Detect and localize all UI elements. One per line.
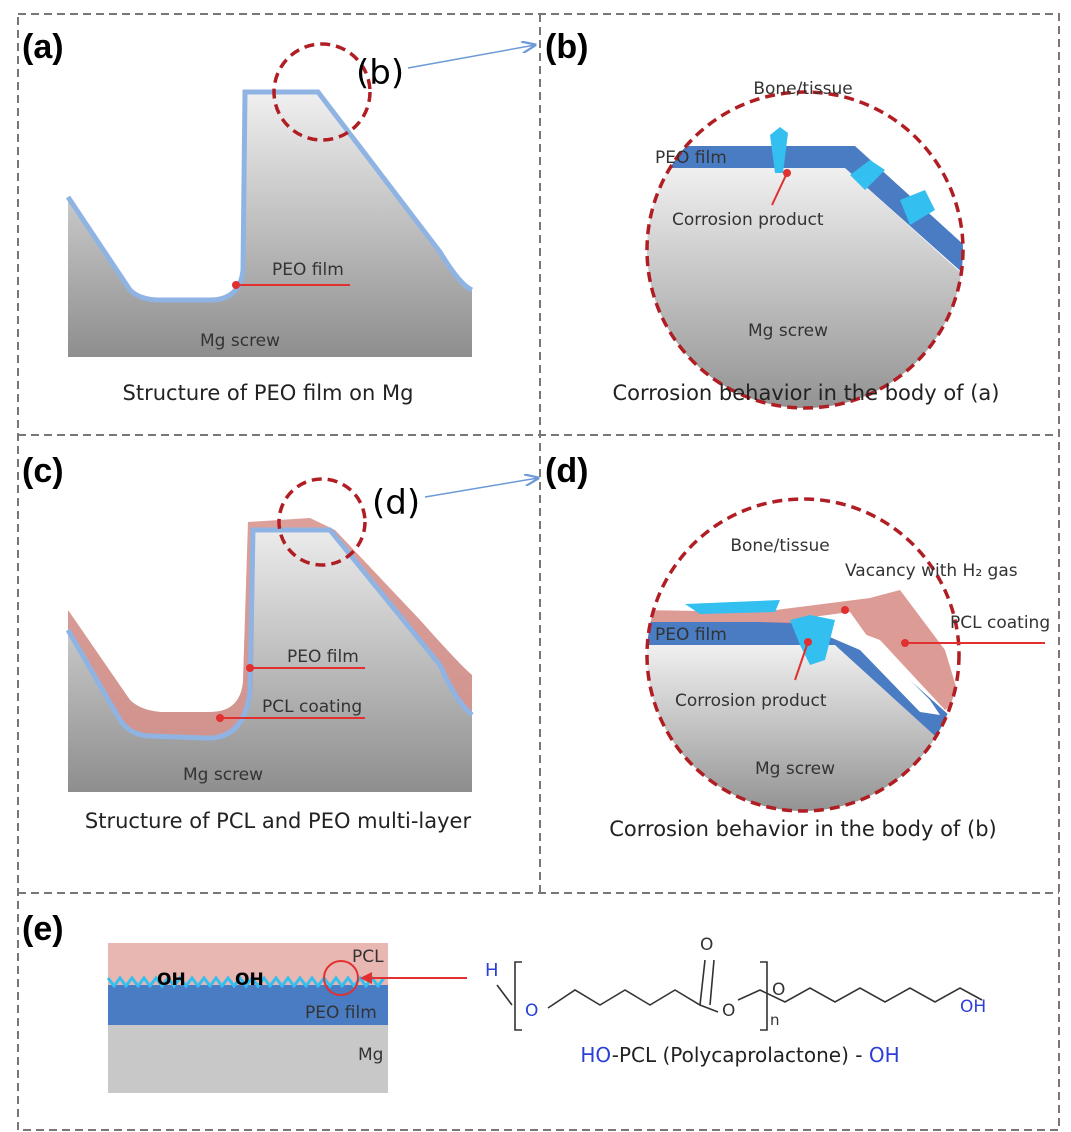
- atom: H: [485, 960, 499, 981]
- end-group: OH: [869, 1043, 900, 1067]
- panel-a: (a) (b) PEO film Mg screw Structure of P…: [22, 28, 535, 405]
- film-label: PEO film: [655, 625, 727, 645]
- vacancy-label: Vacancy with H₂ gas: [845, 561, 1018, 581]
- environment-label: Bone/tissue: [730, 536, 829, 556]
- caption: Structure of PCL and PEO multi-layer: [85, 809, 472, 833]
- film-label: PEO film: [287, 647, 359, 667]
- pointer-dot: [901, 639, 909, 647]
- panel-label: (d): [545, 452, 588, 490]
- arrow: [425, 478, 538, 497]
- atom: O: [772, 980, 785, 1000]
- caption: Corrosion behavior in the body of (a): [613, 381, 1000, 405]
- substrate-label: Mg screw: [748, 321, 828, 341]
- panel-d: (d) Bone/tissue Vacancy with H₂ gas PCL …: [545, 452, 1050, 841]
- substrate-label: Mg screw: [200, 331, 280, 351]
- atom: O: [525, 1001, 538, 1021]
- group-label: OH: [235, 970, 264, 990]
- atom: O: [722, 1001, 735, 1021]
- name-text: -PCL (Polycaprolactone) -: [612, 1043, 869, 1067]
- substrate-label: Mg screw: [183, 765, 263, 785]
- film-label: PEO film: [272, 260, 344, 280]
- pointer-dot: [246, 664, 254, 672]
- panel-b: (b) Bone/tissue PEO film Corrosion produ…: [545, 28, 1000, 420]
- caption: Structure of PEO film on Mg: [123, 381, 414, 405]
- screw: [68, 92, 472, 357]
- formula-bonds: [497, 960, 982, 1030]
- arrow: [408, 45, 535, 68]
- pointer-dot: [804, 638, 812, 646]
- panel-c: (c) (d) PEO film PCL coating Mg screw St…: [22, 452, 538, 833]
- callout: (b): [356, 53, 404, 93]
- panel-label: (c): [22, 452, 64, 490]
- product-label: Corrosion product: [672, 210, 824, 230]
- atom: O: [700, 935, 713, 955]
- environment-label: Bone/tissue: [753, 79, 852, 99]
- substrate-label: Mg: [358, 1045, 383, 1065]
- callout: (d): [372, 483, 420, 523]
- film-label: PEO film: [655, 148, 727, 168]
- film-label: PEO film: [305, 1003, 377, 1023]
- panel-label: (b): [545, 28, 588, 66]
- pointer-dot: [783, 169, 791, 177]
- group-label: OH: [157, 970, 186, 990]
- mg-layer: [108, 1025, 388, 1093]
- compound-name: HO-PCL (Polycaprolactone) - OH: [580, 1043, 899, 1067]
- pointer-dot: [232, 281, 240, 289]
- pointer-dot: [216, 714, 224, 722]
- coating-label: PCL: [352, 947, 384, 967]
- substrate-label: Mg screw: [755, 759, 835, 779]
- figure: (a) (b) PEO film Mg screw Structure of P…: [0, 0, 1071, 1132]
- caption: Corrosion behavior in the body of (b): [609, 817, 996, 841]
- repeat-index: n: [770, 1011, 780, 1029]
- end-group: HO: [580, 1043, 611, 1067]
- screw: [68, 518, 472, 792]
- coating-label: PCL coating: [262, 697, 362, 717]
- panel-label: (e): [22, 910, 64, 948]
- panel-label: (a): [22, 28, 64, 66]
- atom: OH: [960, 997, 986, 1017]
- panel-e: (e) PCL OH OH PEO film Mg H O O O O OH n…: [22, 910, 986, 1093]
- pointer-dot: [841, 606, 849, 614]
- product-label: Corrosion product: [675, 691, 827, 711]
- coating-label: PCL coating: [950, 613, 1050, 633]
